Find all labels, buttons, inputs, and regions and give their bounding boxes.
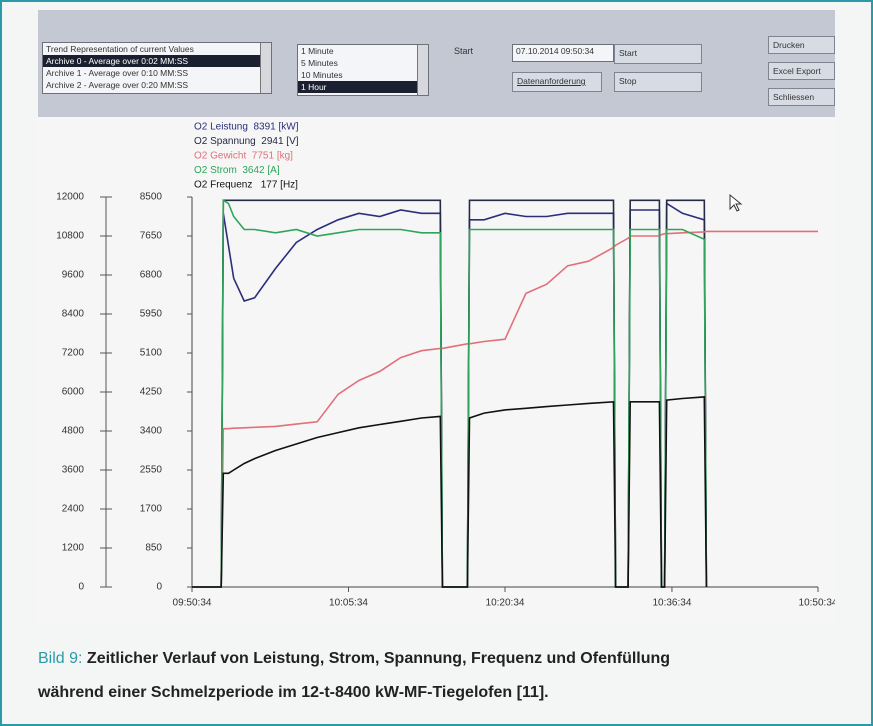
x-tick-label: 10:20:34 (486, 598, 525, 609)
figure: Trend Representation of current Values A… (0, 0, 873, 726)
print-button[interactable]: Drucken (768, 36, 835, 54)
list-item[interactable]: Trend Representation of current Values (43, 43, 271, 55)
archive-list[interactable]: Trend Representation of current Values A… (42, 42, 272, 94)
toolbar: Trend Representation of current Values A… (38, 10, 835, 119)
list-item[interactable]: 1 Hour (298, 81, 428, 93)
y2-tick-label: 4250 (140, 387, 163, 398)
x-tick-label: 10:50:34 (799, 598, 835, 609)
legend-entry: O2 Frequenz 177 [Hz] (194, 180, 298, 191)
y-tick-label: 7200 (62, 348, 85, 359)
y2-tick-label: 5100 (140, 348, 163, 359)
list-item[interactable]: 5 Minutes (298, 57, 428, 69)
y2-tick-label: 2550 (140, 465, 163, 476)
list-item[interactable]: 10 Minutes (298, 69, 428, 81)
y-tick-label: 4800 (62, 426, 85, 437)
scrollbar[interactable] (260, 43, 271, 93)
caption-label: Bild 9: (38, 650, 82, 667)
x-tick-label: 10:05:34 (329, 598, 368, 609)
legend-entry: O2 Spannung 2941 [V] (194, 136, 299, 147)
y-tick-label: 0 (78, 582, 84, 593)
y2-tick-label: 8500 (140, 192, 163, 203)
export-button[interactable]: Excel Export (768, 62, 835, 80)
caption: Bild 9: Zeitlicher Verlauf von Leistung,… (38, 642, 838, 710)
y2-tick-label: 3400 (140, 426, 163, 437)
list-item[interactable]: Archive 2 - Average over 0:20 MM:SS (43, 79, 271, 91)
legend-entry: O2 Gewicht 7751 [kg] (194, 151, 293, 162)
screen: Trend Representation of current Values A… (38, 10, 835, 625)
list-item[interactable]: Archive 0 - Average over 0:02 MM:SS (43, 55, 271, 67)
y-tick-label: 1200 (62, 543, 85, 554)
y2-tick-label: 850 (145, 543, 162, 554)
y2-tick-label: 1700 (140, 504, 163, 515)
caption-text: während einer Schmelzperiode im 12-t-840… (38, 676, 838, 710)
y-tick-label: 8400 (62, 309, 85, 320)
x-tick-label: 10:36:34 (652, 598, 691, 609)
y-tick-label: 12000 (56, 192, 84, 203)
stop-button[interactable]: Stop (614, 72, 702, 92)
legend-entry: O2 Strom 3642 [A] (194, 165, 280, 176)
y-tick-label: 9600 (62, 270, 85, 281)
start-time-field[interactable]: 07.10.2014 09:50:34 (512, 44, 614, 62)
list-item[interactable]: 1 Minute (298, 45, 428, 57)
start-label: Start (454, 46, 473, 56)
list-item[interactable]: Archive 1 - Average over 0:10 MM:SS (43, 67, 271, 79)
y2-tick-label: 6800 (140, 270, 163, 281)
start-button[interactable]: Start (614, 44, 702, 64)
y2-tick-label: 7650 (140, 231, 163, 242)
request-button[interactable]: Datenanforderung (512, 72, 602, 92)
y2-tick-label: 0 (156, 582, 162, 593)
caption-line: Bild 9: Zeitlicher Verlauf von Leistung,… (38, 642, 838, 676)
scrollbar[interactable] (417, 45, 428, 95)
caption-text: Zeitlicher Verlauf von Leistung, Strom, … (87, 650, 670, 667)
y-tick-label: 3600 (62, 465, 85, 476)
field-text: 07.10.2014 09:50:34 (513, 45, 613, 57)
y-tick-label: 10800 (56, 231, 84, 242)
x-tick-label: 09:50:34 (173, 598, 212, 609)
close-button[interactable]: Schliessen (768, 88, 835, 106)
legend-entry: O2 Leistung 8391 [kW] (194, 122, 299, 133)
chart: 0 1200 2400 3600 4800 6000 7200 8400 9600 10800 12… (38, 117, 835, 625)
y2-tick-label: 5950 (140, 309, 163, 320)
interval-list[interactable]: 1 Minute 5 Minutes 10 Minutes 1 Hour (297, 44, 429, 96)
y-tick-label: 2400 (62, 504, 85, 515)
y-tick-label: 6000 (62, 387, 85, 398)
